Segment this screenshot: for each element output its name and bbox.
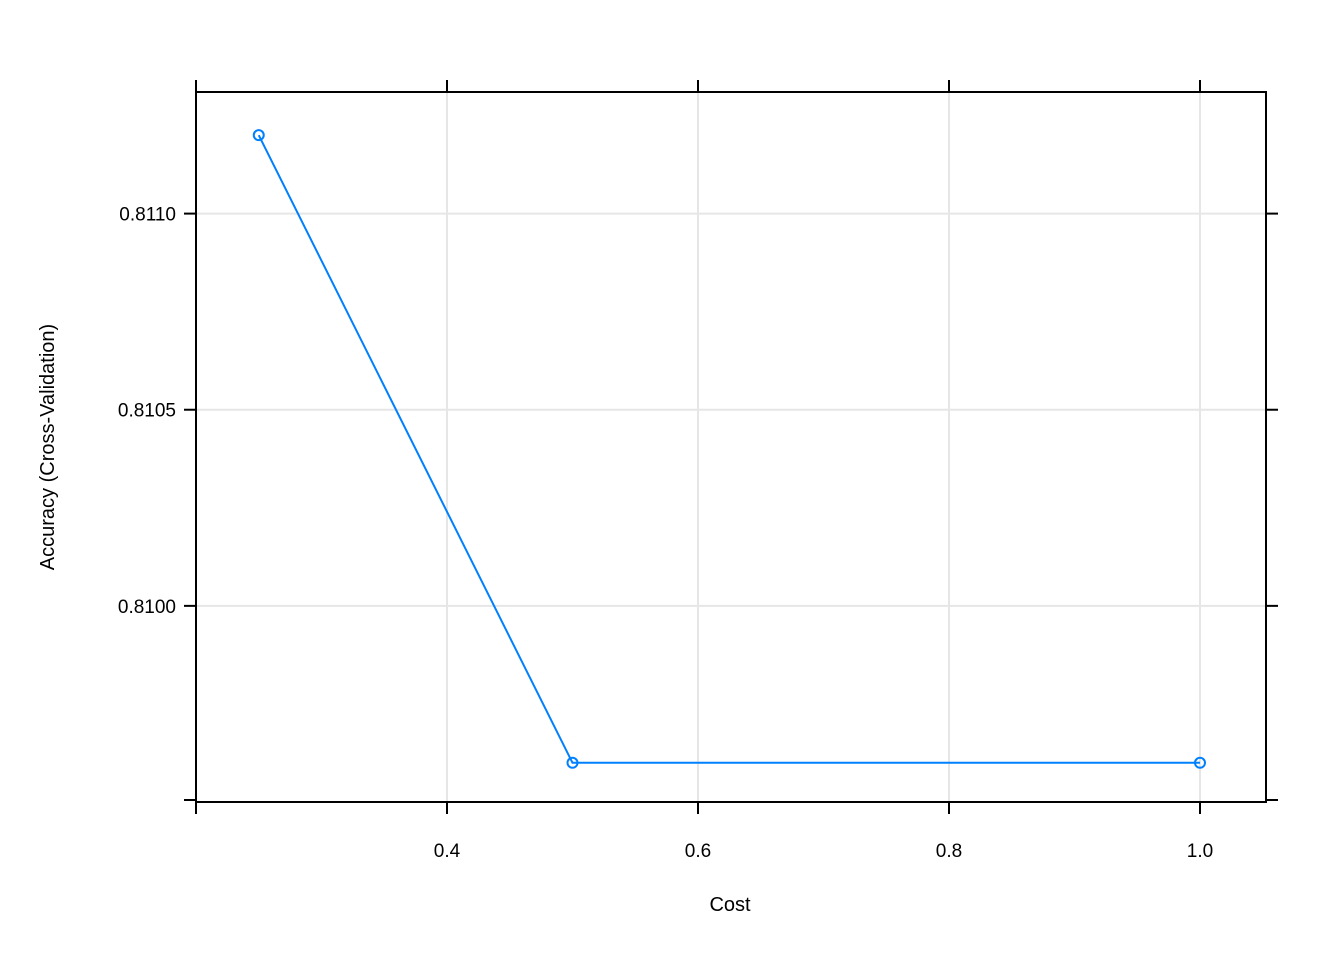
data-point	[566, 756, 579, 769]
corner-ticks	[184, 80, 1278, 814]
x-tick-label: 1.0	[1187, 841, 1213, 862]
series-line	[257, 134, 1200, 764]
y-tick-label: 0.8110	[119, 205, 176, 226]
data-point	[252, 129, 265, 142]
x-tick-label: 0.8	[936, 841, 962, 862]
x-tick-label: 0.4	[434, 841, 461, 862]
plot-frame	[195, 91, 1267, 803]
x-axis-label: Cost	[709, 894, 751, 916]
y-tick-label: 0.8105	[118, 401, 176, 422]
data-point	[1193, 756, 1206, 769]
y-tick-label: 0.8100	[118, 597, 176, 618]
y-axis-label: Accuracy (Cross-Validation)	[37, 324, 59, 570]
x-tick-label: 0.6	[685, 841, 711, 862]
